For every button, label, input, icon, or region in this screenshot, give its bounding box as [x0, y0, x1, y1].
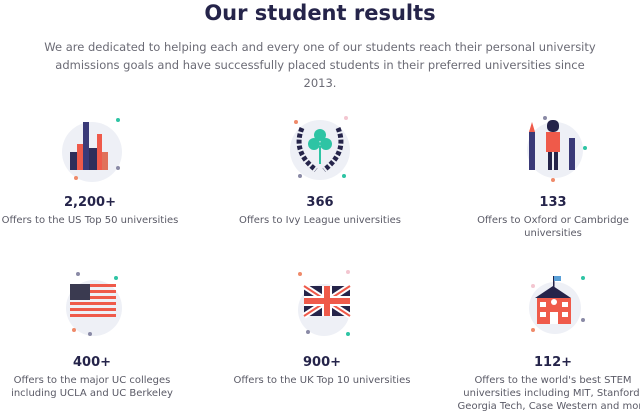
stat-value: 900+ — [302, 355, 342, 370]
stat-caption: Offers to the major UC colleges includin… — [11, 375, 173, 399]
page-title: Our student results — [204, 1, 436, 25]
city-skyline-icon — [50, 108, 130, 188]
stat-caption: Offers to the UK Top 10 universities — [233, 375, 411, 386]
stat-caption: Offers to Oxford or Cambridge universiti… — [477, 215, 629, 239]
stat-value: 400+ — [72, 355, 112, 370]
stat-value: 112+ — [533, 355, 573, 370]
stat-caption: Offers to Ivy League universities — [239, 215, 401, 226]
stat-oxbridge: 133 Offers to Oxford or Cambridge univer… — [453, 108, 640, 240]
stat-caption: Offers to the US Top 50 universities — [1, 215, 179, 226]
stat-value: 133 — [539, 195, 567, 210]
uk-flag-icon — [282, 268, 362, 348]
stat-value: 366 — [306, 195, 334, 210]
page-subtitle: We are dedicated to helping each and eve… — [44, 40, 596, 90]
laurel-shamrock-icon — [280, 108, 360, 188]
stat-stem: 112+ Offers to the world's best STEM uni… — [453, 268, 640, 413]
stat-uc-colleges: 400+ Offers to the major UC colleges inc… — [0, 268, 192, 400]
stat-caption: Offers to the world's best STEM universi… — [457, 375, 640, 412]
stat-ivy-league: 366 Offers to Ivy League universities — [220, 108, 420, 227]
stat-us-top50: 2,200+ Offers to the US Top 50 universit… — [0, 108, 190, 227]
stat-uk-top10: 900+ Offers to the UK Top 10 universitie… — [222, 268, 422, 387]
school-building-icon — [513, 268, 593, 348]
stat-value: 2,200+ — [63, 195, 116, 210]
us-flag-icon — [52, 268, 132, 348]
london-guard-icon — [513, 108, 593, 188]
